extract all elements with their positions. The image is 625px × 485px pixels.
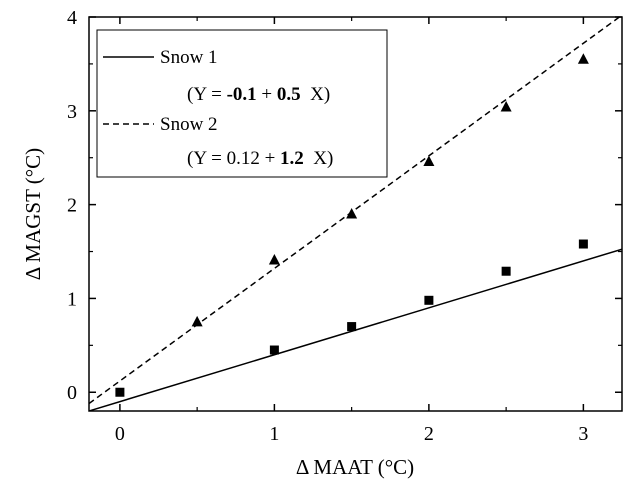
y-tick-label: 4 (67, 7, 77, 29)
data-point-snow-1 (347, 322, 357, 332)
data-point-snow-1 (501, 266, 511, 276)
data-point-snow-1 (269, 345, 279, 355)
data-point-snow-1 (115, 387, 125, 397)
legend-label-snow-1: Snow 1 (160, 47, 218, 68)
y-tick-label: 1 (67, 288, 77, 310)
x-tick-label: 3 (578, 423, 588, 445)
legend-equation-snow-1: (Y = -0.1 + 0.5 X) (187, 84, 330, 105)
data-point-snow-2 (577, 53, 589, 64)
data-point-snow-2 (423, 155, 435, 166)
legend-label-snow-2: Snow 2 (160, 114, 218, 135)
y-tick-label: 0 (67, 382, 77, 404)
data-point-snow-2 (191, 315, 203, 327)
x-axis-title: Δ MAAT (°C) (296, 455, 414, 479)
x-tick-label: 1 (269, 423, 279, 445)
x-tick-label: 2 (424, 423, 434, 445)
y-tick-label: 2 (67, 195, 77, 217)
legend: Snow 1 (Y = -0.1 + 0.5 X) Snow 2 (Y = 0.… (96, 29, 388, 178)
legend-equation-snow-2: (Y = 0.12 + 1.2 X) (187, 148, 333, 169)
data-point-snow-2 (500, 101, 512, 112)
plot-frame (88, 16, 623, 412)
data-point-snow-2 (268, 253, 280, 265)
x-tick-label: 0 (115, 423, 125, 445)
y-tick-label: 3 (67, 101, 77, 123)
y-axis-title: Δ MAGST (°C) (21, 148, 45, 280)
data-point-snow-1 (424, 295, 434, 305)
legend-box (96, 29, 388, 178)
data-point-snow-2 (346, 208, 358, 219)
data-point-snow-1 (578, 239, 588, 249)
